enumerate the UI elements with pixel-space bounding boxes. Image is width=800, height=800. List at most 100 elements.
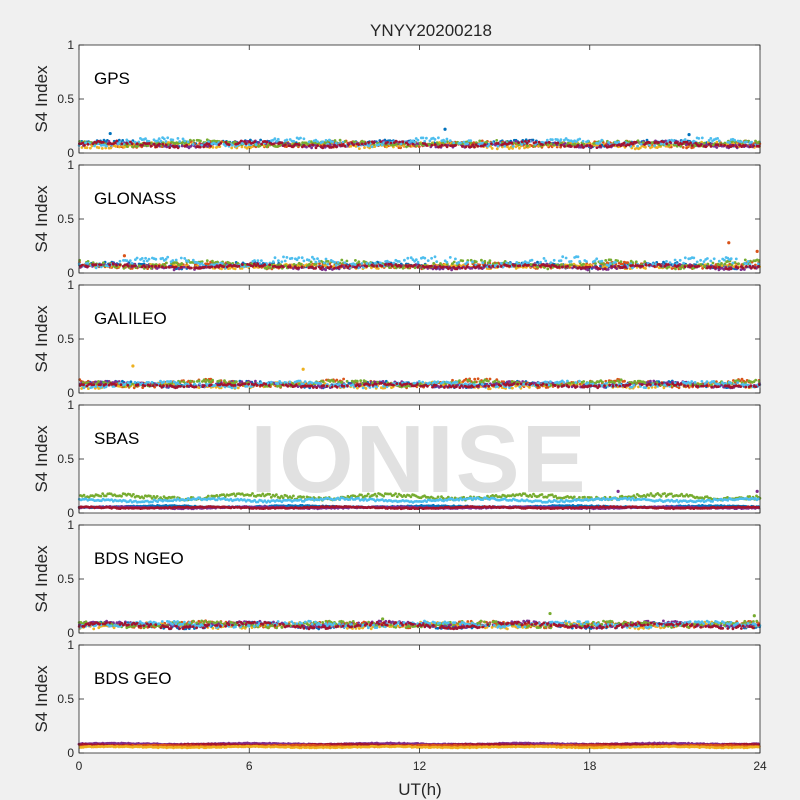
data-point [644,145,647,149]
data-point [268,266,272,270]
data-point [491,264,495,268]
data-point [84,141,88,145]
data-point [595,257,599,261]
data-point [128,259,132,262]
data-point [647,263,651,267]
data-point [203,265,207,269]
data-point [401,266,405,270]
data-point [457,265,461,269]
data-point [645,138,649,142]
data-point [707,142,711,146]
data-point [458,379,461,382]
data-point [653,264,656,268]
data-point [717,265,721,269]
data-point [454,143,457,147]
data-point [265,140,269,144]
data-point [353,263,357,267]
data-point [452,141,456,145]
data-point [147,139,151,143]
data-point [517,143,521,147]
data-point [388,266,391,269]
data-point [147,265,151,268]
data-point [372,141,376,145]
data-point [464,145,468,149]
data-point [131,145,134,149]
data-point [299,262,303,266]
data-point [496,144,500,148]
data-point [602,262,606,266]
data-point [168,146,172,150]
y-axis-label: S4 Index [32,185,51,253]
data-point [607,141,610,144]
data-point [343,144,347,148]
data-point [265,145,269,149]
data-point [706,257,709,260]
data-point [385,145,388,149]
data-point [612,143,616,147]
data-point [699,263,703,266]
data-point [239,139,243,143]
data-point [446,140,449,144]
data-point [363,146,366,150]
data-point [690,264,694,268]
data-point [338,138,342,142]
peak-point [443,127,447,131]
data-point [528,145,531,148]
data-point [465,265,469,269]
data-point [549,261,553,265]
data-point [300,265,304,269]
data-point [634,140,638,144]
data-point [549,142,553,146]
data-point [375,264,379,268]
data-point [526,144,529,148]
data-point [433,138,437,141]
data-point [572,381,575,385]
data-point [224,144,228,148]
peak-point [108,131,112,136]
data-point [275,139,278,143]
data-point [209,144,212,148]
data-point [135,256,139,260]
data-point [244,142,248,146]
data-point [496,265,500,268]
data-point [461,145,464,148]
data-point [430,264,433,268]
data-point [114,380,118,383]
data-point [733,138,736,142]
data-point [511,386,514,390]
data-point [159,139,163,143]
data-point [185,143,189,147]
data-point [370,145,374,149]
data-point [452,260,456,264]
data-point [80,146,84,149]
data-point [394,142,398,146]
data-point [156,139,159,143]
data-point [154,264,158,268]
data-point [508,264,512,268]
data-point [349,144,353,148]
data-point [341,143,345,146]
data-point [374,261,377,265]
data-point [619,260,623,263]
data-point [199,139,202,143]
data-point [86,265,89,269]
data-point [423,142,427,146]
data-point [380,264,384,268]
data-point [292,139,296,143]
data-point [355,379,359,383]
data-point [487,265,491,268]
data-point [552,258,556,262]
data-point [297,256,301,259]
data-point [230,146,234,150]
series-points [77,127,762,151]
data-point [506,145,509,149]
data-point [323,144,326,148]
data-point [636,139,640,143]
data-point [271,260,275,263]
data-point [186,260,190,263]
data-point [125,142,129,145]
data-point [443,140,447,144]
data-point [414,258,418,261]
data-point [539,260,542,264]
